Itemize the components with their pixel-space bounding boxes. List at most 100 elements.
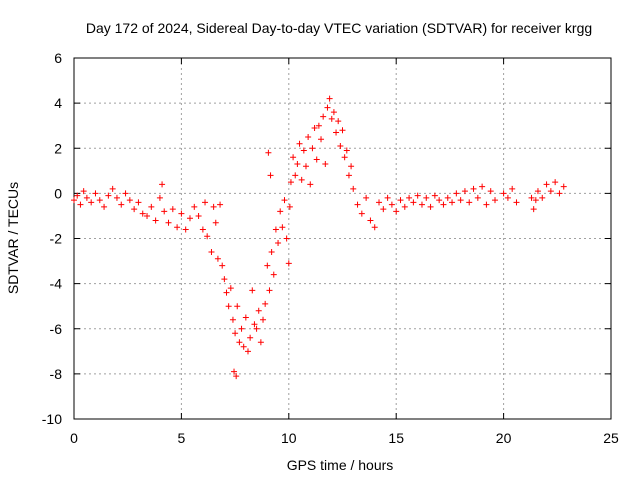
data-point bbox=[161, 208, 168, 215]
data-point bbox=[202, 199, 209, 206]
data-point bbox=[309, 145, 316, 152]
data-point bbox=[113, 194, 120, 201]
data-point bbox=[298, 176, 305, 183]
x-tick-label: 0 bbox=[70, 430, 78, 446]
data-point bbox=[302, 163, 309, 170]
x-tick-label: 5 bbox=[178, 430, 186, 446]
data-point bbox=[109, 185, 116, 192]
data-point bbox=[165, 219, 172, 226]
data-point bbox=[268, 249, 275, 256]
data-point bbox=[126, 197, 133, 204]
data-point bbox=[418, 201, 425, 208]
data-point bbox=[135, 199, 142, 206]
data-point bbox=[253, 325, 260, 332]
data-point bbox=[474, 194, 481, 201]
data-point bbox=[195, 212, 202, 219]
data-point bbox=[265, 149, 272, 156]
y-tick-label: 0 bbox=[54, 185, 62, 201]
data-point bbox=[217, 201, 224, 208]
data-point bbox=[483, 201, 490, 208]
data-point bbox=[328, 115, 335, 122]
data-point bbox=[532, 197, 539, 204]
data-point bbox=[337, 142, 344, 149]
data-point bbox=[556, 190, 563, 197]
y-tick-label: -10 bbox=[42, 411, 62, 427]
data-point bbox=[528, 194, 535, 201]
data-point bbox=[219, 262, 226, 269]
data-point bbox=[105, 192, 112, 199]
data-point bbox=[275, 240, 282, 247]
data-point bbox=[266, 287, 273, 294]
data-point bbox=[191, 203, 198, 210]
data-point bbox=[341, 154, 348, 161]
data-point bbox=[305, 133, 312, 140]
y-tick-label: -2 bbox=[50, 231, 63, 247]
data-point bbox=[294, 161, 301, 168]
data-point bbox=[152, 217, 159, 224]
data-point bbox=[122, 190, 129, 197]
data-point bbox=[296, 140, 303, 147]
y-tick-label: -8 bbox=[50, 366, 63, 382]
data-point bbox=[311, 124, 318, 131]
data-point bbox=[358, 210, 365, 217]
data-point bbox=[388, 201, 395, 208]
x-tick-label: 20 bbox=[496, 430, 512, 446]
data-point bbox=[199, 226, 206, 233]
data-point bbox=[169, 206, 176, 213]
data-point bbox=[227, 285, 234, 292]
data-point bbox=[322, 161, 329, 168]
data-point bbox=[212, 219, 219, 226]
data-point bbox=[270, 271, 277, 278]
data-point bbox=[240, 343, 247, 350]
data-point bbox=[249, 287, 256, 294]
data-point bbox=[182, 226, 189, 233]
data-point bbox=[277, 208, 284, 215]
data-point bbox=[444, 194, 451, 201]
data-point bbox=[348, 163, 355, 170]
data-point bbox=[232, 330, 239, 337]
data-point bbox=[324, 104, 331, 111]
data-point bbox=[300, 147, 307, 154]
data-point bbox=[318, 136, 325, 143]
data-point bbox=[534, 188, 541, 195]
data-point bbox=[320, 113, 327, 120]
data-point bbox=[330, 109, 337, 116]
data-point bbox=[267, 172, 274, 179]
data-point bbox=[101, 203, 108, 210]
data-point bbox=[384, 194, 391, 201]
data-point bbox=[92, 190, 99, 197]
x-axis-label: GPS time / hours bbox=[287, 457, 394, 473]
data-point bbox=[367, 217, 374, 224]
data-point bbox=[354, 201, 361, 208]
data-point bbox=[74, 192, 81, 199]
data-point bbox=[410, 199, 417, 206]
data-point bbox=[307, 181, 314, 188]
data-point bbox=[96, 197, 103, 204]
data-point bbox=[350, 185, 357, 192]
data-point bbox=[457, 197, 464, 204]
data-point bbox=[257, 339, 264, 346]
data-point bbox=[376, 199, 383, 206]
data-point bbox=[345, 172, 352, 179]
data-point bbox=[333, 129, 340, 136]
data-point bbox=[214, 255, 221, 262]
data-point bbox=[431, 192, 438, 199]
data-point bbox=[223, 289, 230, 296]
data-point bbox=[401, 203, 408, 210]
data-point bbox=[178, 210, 185, 217]
data-point bbox=[339, 127, 346, 134]
data-point bbox=[251, 321, 258, 328]
data-point bbox=[260, 316, 267, 323]
data-point bbox=[144, 212, 151, 219]
data-point bbox=[504, 194, 511, 201]
data-point bbox=[77, 201, 84, 208]
data-point bbox=[436, 197, 443, 204]
data-point bbox=[281, 197, 288, 204]
data-point bbox=[492, 197, 499, 204]
data-point bbox=[406, 194, 413, 201]
data-point bbox=[234, 303, 241, 310]
data-point bbox=[242, 314, 249, 321]
data-point bbox=[560, 183, 567, 190]
data-point bbox=[208, 249, 215, 256]
data-point bbox=[221, 276, 228, 283]
